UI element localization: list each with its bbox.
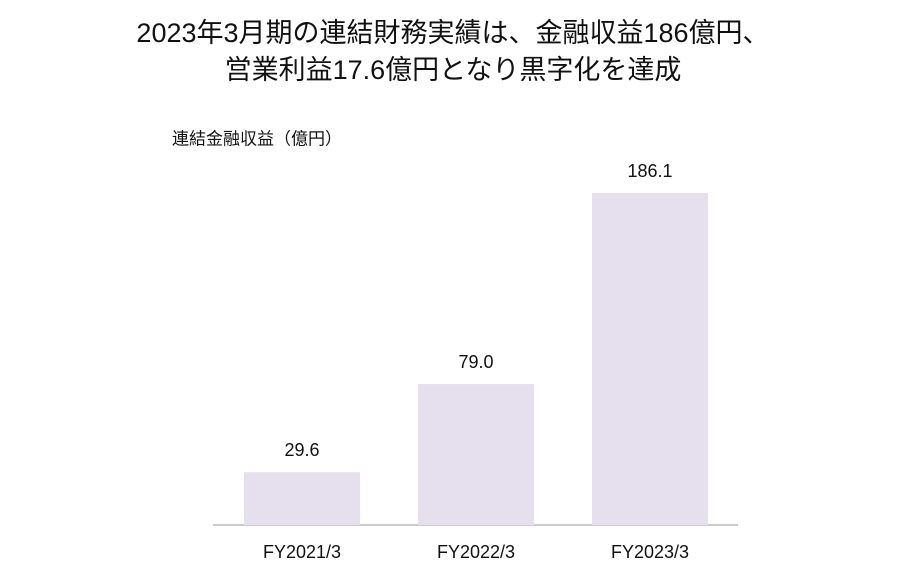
x-tick-label: FY2022/3: [437, 542, 515, 562]
x-tick-label: FY2023/3: [611, 542, 689, 562]
y-axis-label: 連結金融収益（億円）: [172, 129, 342, 148]
value-label: 79.0: [458, 352, 493, 372]
bar: [592, 193, 708, 525]
x-tick-label: FY2021/3: [263, 542, 341, 562]
bar: [244, 472, 360, 525]
value-label: 29.6: [284, 440, 319, 460]
chart-title: 営業利益17.6億円となり黒字化を達成: [225, 55, 682, 85]
bar: [418, 384, 534, 525]
value-label: 186.1: [627, 161, 672, 181]
chart-title: 2023年3月期の連結財務実績は、金融収益186億円、: [136, 18, 769, 48]
